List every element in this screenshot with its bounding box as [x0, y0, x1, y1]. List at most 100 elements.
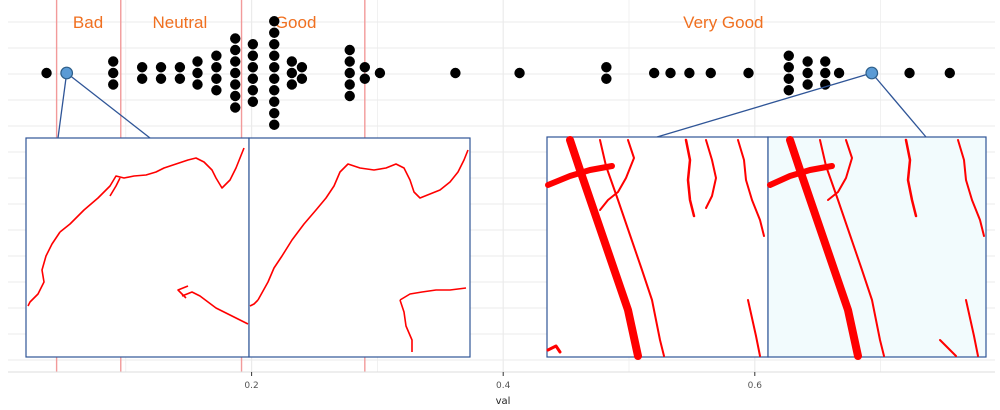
data-point	[944, 67, 955, 79]
data-point	[230, 44, 241, 56]
data-point	[802, 67, 813, 79]
x-axis-title: val	[496, 396, 511, 407]
contour-lines-1	[27, 147, 249, 325]
data-point	[211, 62, 222, 73]
data-point	[783, 73, 794, 84]
data-point	[269, 108, 280, 119]
data-point	[247, 85, 259, 96]
data-point	[344, 56, 355, 67]
data-point	[247, 50, 259, 61]
data-point	[374, 67, 386, 79]
data-point	[684, 67, 695, 79]
data-point	[211, 73, 222, 84]
highlighted-point	[865, 66, 879, 80]
data-point	[783, 50, 794, 61]
callout-line	[66, 72, 151, 139]
data-point	[286, 56, 298, 67]
left-image-panels	[25, 137, 471, 358]
category-label: Good	[275, 13, 317, 32]
right-image-panels	[545, 136, 987, 360]
image-panel-1	[25, 137, 250, 358]
data-point	[230, 102, 241, 113]
highlighted-points	[60, 66, 879, 80]
category-label: Bad	[73, 13, 103, 32]
contour-lines-4	[767, 136, 985, 360]
data-point	[296, 62, 308, 73]
data-point	[648, 67, 660, 79]
highlighted-point	[60, 66, 74, 80]
data-point	[174, 62, 186, 73]
data-point	[269, 119, 280, 130]
data-point	[247, 39, 259, 50]
data-point	[192, 79, 203, 90]
data-point	[247, 96, 259, 107]
contour-lines-3	[545, 136, 765, 360]
data-point	[269, 85, 280, 96]
data-point	[108, 67, 119, 79]
data-point	[211, 85, 222, 96]
data-point	[344, 44, 355, 56]
data-point	[601, 73, 612, 84]
data-point	[41, 67, 52, 79]
data-point	[247, 62, 259, 73]
data-point	[743, 67, 754, 79]
data-point	[155, 62, 167, 73]
data-points	[41, 16, 955, 130]
data-point	[136, 73, 148, 84]
data-point	[155, 73, 167, 84]
data-point	[296, 73, 308, 84]
data-point	[802, 79, 813, 90]
data-point	[820, 67, 831, 79]
image-panel-2	[248, 137, 471, 358]
data-point	[802, 56, 813, 67]
category-label: Very Good	[683, 13, 763, 32]
data-point	[136, 62, 148, 73]
data-point	[269, 50, 280, 61]
callout-connectors	[57, 72, 927, 139]
data-point	[269, 27, 280, 38]
data-point	[247, 73, 259, 84]
data-point	[108, 79, 119, 90]
x-tick-label: 0.4	[496, 381, 511, 391]
data-point	[286, 67, 298, 79]
data-point	[230, 90, 241, 102]
data-point	[344, 67, 355, 79]
data-point	[211, 50, 222, 61]
data-point	[269, 16, 280, 27]
data-point	[450, 67, 461, 79]
data-point	[359, 73, 371, 84]
data-point	[108, 56, 119, 67]
data-point	[192, 56, 203, 67]
data-point	[820, 56, 831, 67]
x-tick-label: 0.2	[244, 381, 258, 391]
data-point	[344, 79, 355, 90]
data-point	[269, 73, 280, 84]
x-tick-label: 0.6	[748, 381, 763, 391]
data-point	[601, 62, 612, 73]
data-point	[192, 67, 203, 79]
data-point	[269, 62, 280, 73]
data-point	[230, 33, 241, 44]
data-point	[174, 73, 186, 84]
data-point	[833, 67, 845, 79]
callout-line	[656, 72, 872, 138]
data-point	[230, 56, 241, 67]
data-point	[269, 39, 280, 50]
data-point	[230, 79, 241, 90]
category-labels: Bad Neutral Good Very Good	[73, 13, 764, 32]
data-point	[904, 67, 915, 79]
category-label: Neutral	[152, 13, 207, 32]
data-point	[783, 85, 794, 96]
callout-line	[57, 72, 68, 139]
data-point	[665, 67, 676, 79]
data-point	[269, 96, 280, 107]
data-point	[359, 62, 371, 73]
data-point	[230, 67, 241, 79]
callout-line	[871, 72, 927, 138]
data-point	[514, 67, 525, 79]
data-point	[783, 62, 794, 73]
data-point	[344, 90, 355, 102]
x-axis: 0.2 0.4 0.6	[8, 371, 995, 391]
data-point	[286, 79, 298, 90]
